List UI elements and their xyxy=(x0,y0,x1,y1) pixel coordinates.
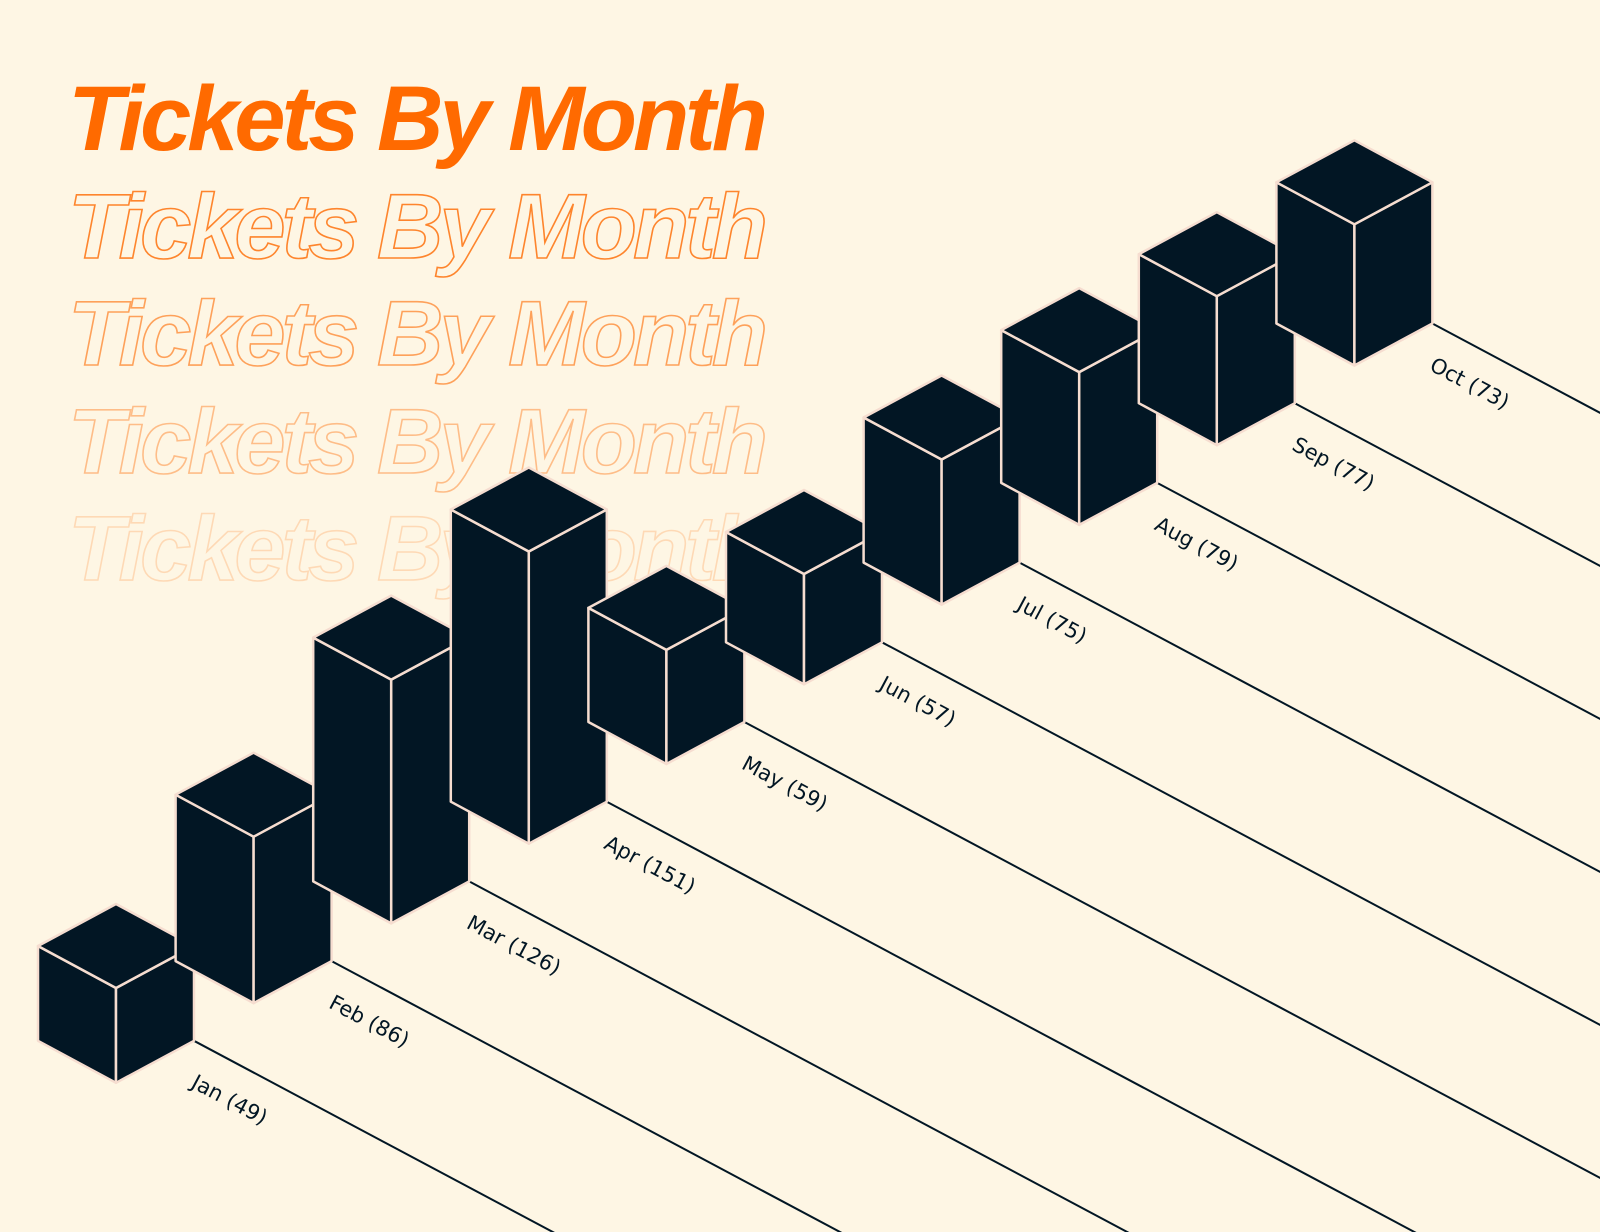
bar-label-mar: Mar (126) xyxy=(463,911,565,980)
baseline-line-sep xyxy=(1294,402,1600,567)
bar-label-jul: Jul (75) xyxy=(1011,591,1090,648)
baseline-lines xyxy=(193,322,1600,1232)
baseline-line-may xyxy=(743,721,1600,1180)
bar-top-face xyxy=(999,286,1159,374)
bars-group xyxy=(36,139,1434,1085)
bar-aug xyxy=(999,286,1159,527)
chart-title-echo-3: Tickets By Month xyxy=(68,391,765,493)
bar-jan xyxy=(36,902,196,1085)
bar-may xyxy=(587,564,746,766)
bar-jun xyxy=(724,488,884,686)
bar-sep xyxy=(1137,210,1297,447)
bar-jul xyxy=(862,374,1021,606)
baseline-line-jan xyxy=(193,1039,555,1232)
bar-apr xyxy=(449,466,609,845)
baseline-line-jul xyxy=(1019,561,1600,873)
bar-oct xyxy=(1275,139,1434,367)
title-group: Tickets By Month Tickets By Month Ticket… xyxy=(67,68,769,601)
bar-top-face xyxy=(449,466,609,553)
baseline-line-mar xyxy=(468,880,1130,1232)
bar-top-face xyxy=(174,751,333,838)
baseline-line-apr xyxy=(606,800,1417,1232)
bar-label-oct: Oct (73) xyxy=(1426,353,1513,415)
baseline-line-feb xyxy=(331,960,843,1232)
bar-top-face xyxy=(36,902,196,990)
baseline-line-jun xyxy=(881,641,1600,1026)
bar-top-face xyxy=(587,564,746,652)
bar-label-jun: Jun (57) xyxy=(874,671,960,732)
baseline-line-oct xyxy=(1431,322,1600,414)
chart-title-echo-2: Tickets By Month xyxy=(68,283,765,385)
bar-label-sep: Sep (77) xyxy=(1288,432,1378,495)
chart-title-echo-1: Tickets By Month xyxy=(68,176,765,278)
bar-top-face xyxy=(862,374,1021,461)
bar-label-feb: Feb (86) xyxy=(325,990,413,1052)
bar-left-face xyxy=(449,508,531,845)
bar-feb xyxy=(174,751,333,1005)
bar-top-face xyxy=(311,594,471,681)
bar-left-face xyxy=(311,636,393,925)
bar-top-face xyxy=(724,488,884,576)
chart-title: Tickets By Month xyxy=(68,68,765,170)
bar-top-face xyxy=(1275,139,1434,226)
bar-label-apr: Apr (151) xyxy=(600,831,699,899)
bar-mar xyxy=(311,594,471,925)
baseline-line-aug xyxy=(1156,482,1600,720)
bar-label-jan: Jan (49) xyxy=(186,1069,272,1130)
bar-top-face xyxy=(1137,210,1297,298)
